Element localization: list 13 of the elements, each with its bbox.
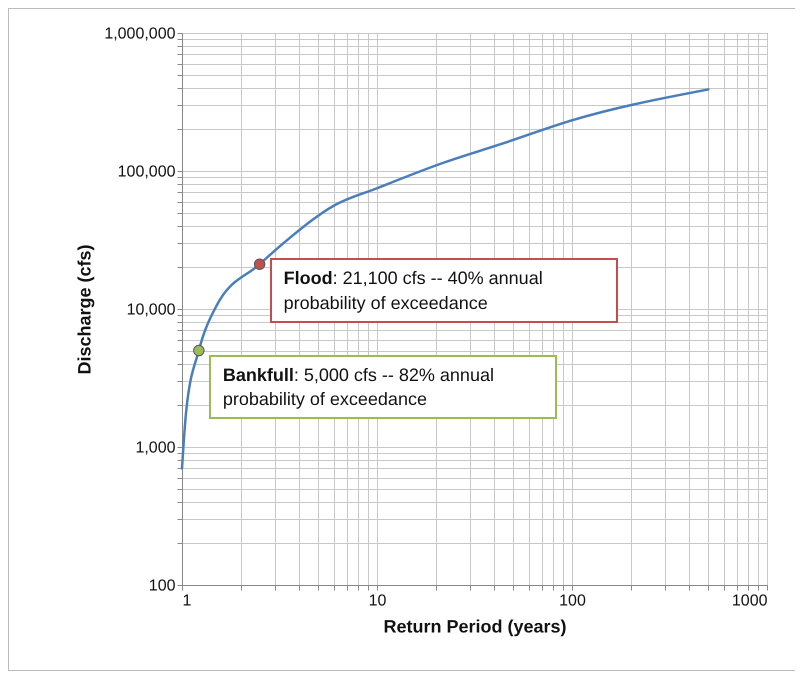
y-tick-label: 10,000 bbox=[126, 302, 176, 318]
y-tick-label: 1,000 bbox=[135, 440, 176, 456]
callout-box: Bankfull: 5,000 cfs -- 82% annual probability of exceedance bbox=[208, 354, 557, 420]
y-tick-label: 100,000 bbox=[118, 164, 176, 180]
y-tick-label: 100 bbox=[148, 578, 176, 594]
x-tick-label: 100 bbox=[559, 592, 586, 610]
x-axis-title: Return Period (years) bbox=[383, 616, 567, 636]
callout-box: Flood: 21,100 cfs -- 40% annual probability of exceedance bbox=[270, 258, 618, 323]
y-axis-title: Discharge (cfs) bbox=[74, 244, 94, 375]
x-tick-label: 1000 bbox=[732, 592, 768, 610]
x-tick-label: 1 bbox=[182, 592, 192, 610]
y-tick-label: 1,000,000 bbox=[104, 26, 176, 42]
x-tick-label: 10 bbox=[368, 592, 386, 610]
